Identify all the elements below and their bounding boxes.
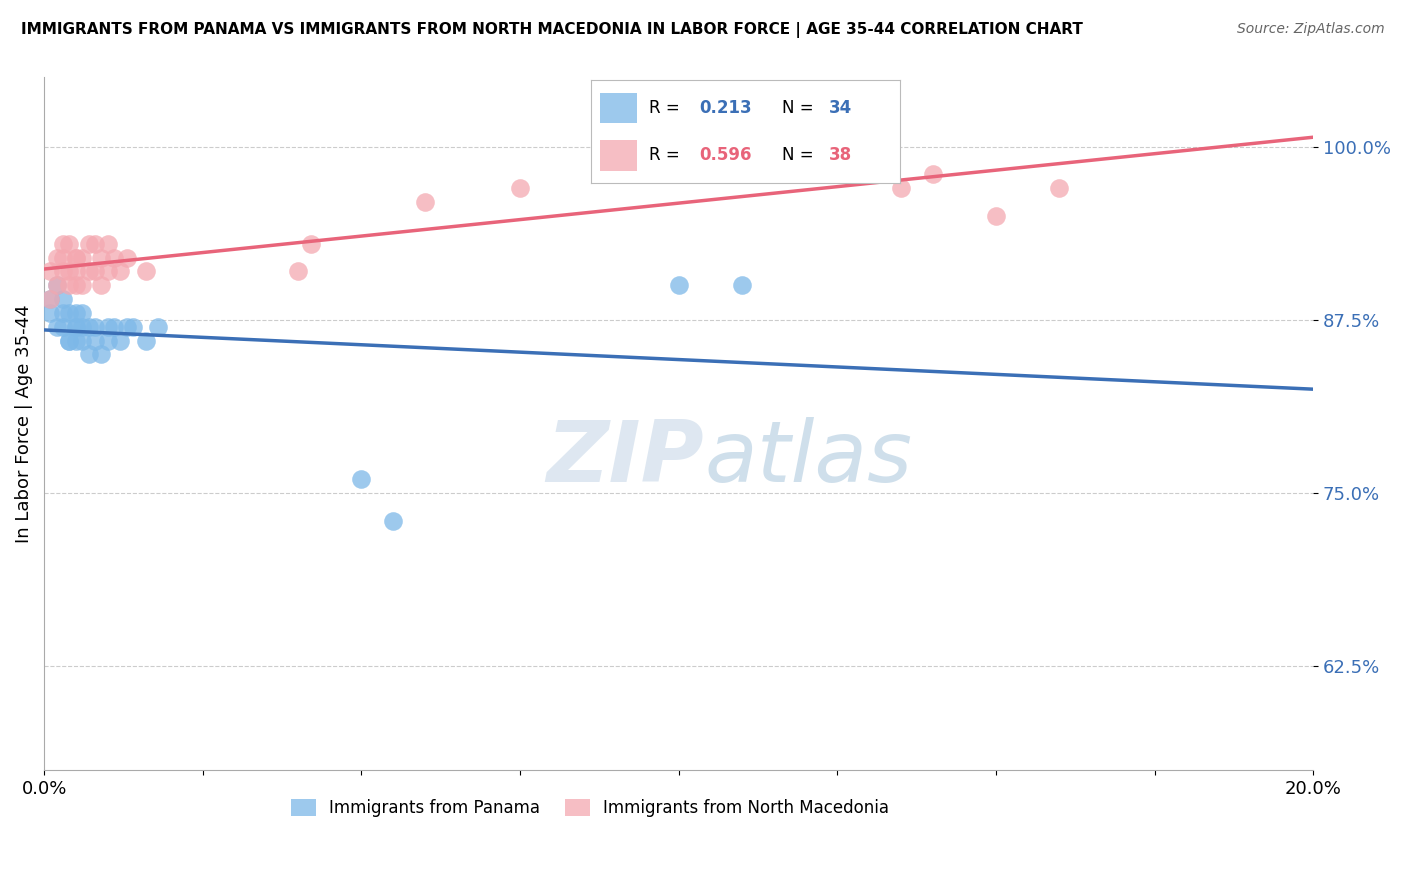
Point [83,264,105,278]
Point [103,319,125,334]
Point [110,264,132,278]
Point [97,236,120,251]
Point [668,278,690,293]
Point [70,319,93,334]
Point [58,334,80,348]
Point [135,334,157,348]
Point [39,264,62,278]
Point [45,278,67,293]
Text: N =: N = [782,146,814,164]
Point [70,306,93,320]
Point [135,264,157,278]
Text: 38: 38 [828,146,852,164]
Point [39,292,62,306]
Text: atlas: atlas [704,417,912,500]
Point [90,347,112,361]
Point [52,264,75,278]
Point [58,278,80,293]
Point [90,278,112,293]
Text: R =: R = [650,146,681,164]
Point [77,347,100,361]
Point [58,236,80,251]
Point [299,236,322,251]
Point [509,181,531,195]
Point [382,514,405,528]
Point [103,251,125,265]
Point [90,251,112,265]
Text: Source: ZipAtlas.com: Source: ZipAtlas.com [1237,22,1385,37]
Point [65,251,87,265]
Point [45,319,67,334]
Point [52,292,75,306]
Point [287,264,309,278]
Point [52,306,75,320]
Bar [600,140,637,170]
Point [39,292,62,306]
Point [58,264,80,278]
Point [45,251,67,265]
Point [110,334,132,348]
Point [77,319,100,334]
Point [65,278,87,293]
Point [65,264,87,278]
Point [115,319,138,334]
Point [70,251,93,265]
Point [413,195,436,210]
Point [984,209,1007,223]
Point [97,264,120,278]
Point [65,306,87,320]
Text: 0.596: 0.596 [699,146,751,164]
Point [83,236,105,251]
Text: 34: 34 [828,99,852,117]
Point [70,278,93,293]
Text: N =: N = [782,99,814,117]
Text: IMMIGRANTS FROM PANAMA VS IMMIGRANTS FROM NORTH MACEDONIA IN LABOR FORCE | AGE 3: IMMIGRANTS FROM PANAMA VS IMMIGRANTS FRO… [21,22,1083,38]
Point [148,319,170,334]
Point [58,306,80,320]
Legend: Immigrants from Panama, Immigrants from North Macedonia: Immigrants from Panama, Immigrants from … [284,792,896,824]
Point [921,168,943,182]
Point [97,334,120,348]
Point [70,334,93,348]
Point [65,251,87,265]
Text: 0.213: 0.213 [699,99,751,117]
Point [58,334,80,348]
Point [97,319,120,334]
Point [858,139,880,153]
Point [731,278,754,293]
Point [52,236,75,251]
Point [52,319,75,334]
Point [668,153,690,168]
Text: ZIP: ZIP [547,417,704,500]
Point [83,319,105,334]
Point [65,334,87,348]
Point [1049,181,1071,195]
Point [77,264,100,278]
Y-axis label: In Labor Force | Age 35-44: In Labor Force | Age 35-44 [15,304,32,543]
Point [39,306,62,320]
Point [45,278,67,293]
Point [115,251,138,265]
Point [890,181,912,195]
Bar [600,93,637,123]
Point [52,251,75,265]
Point [65,319,87,334]
Point [83,334,105,348]
Point [122,319,145,334]
Point [350,472,373,486]
Point [77,236,100,251]
Point [65,319,87,334]
Text: R =: R = [650,99,681,117]
